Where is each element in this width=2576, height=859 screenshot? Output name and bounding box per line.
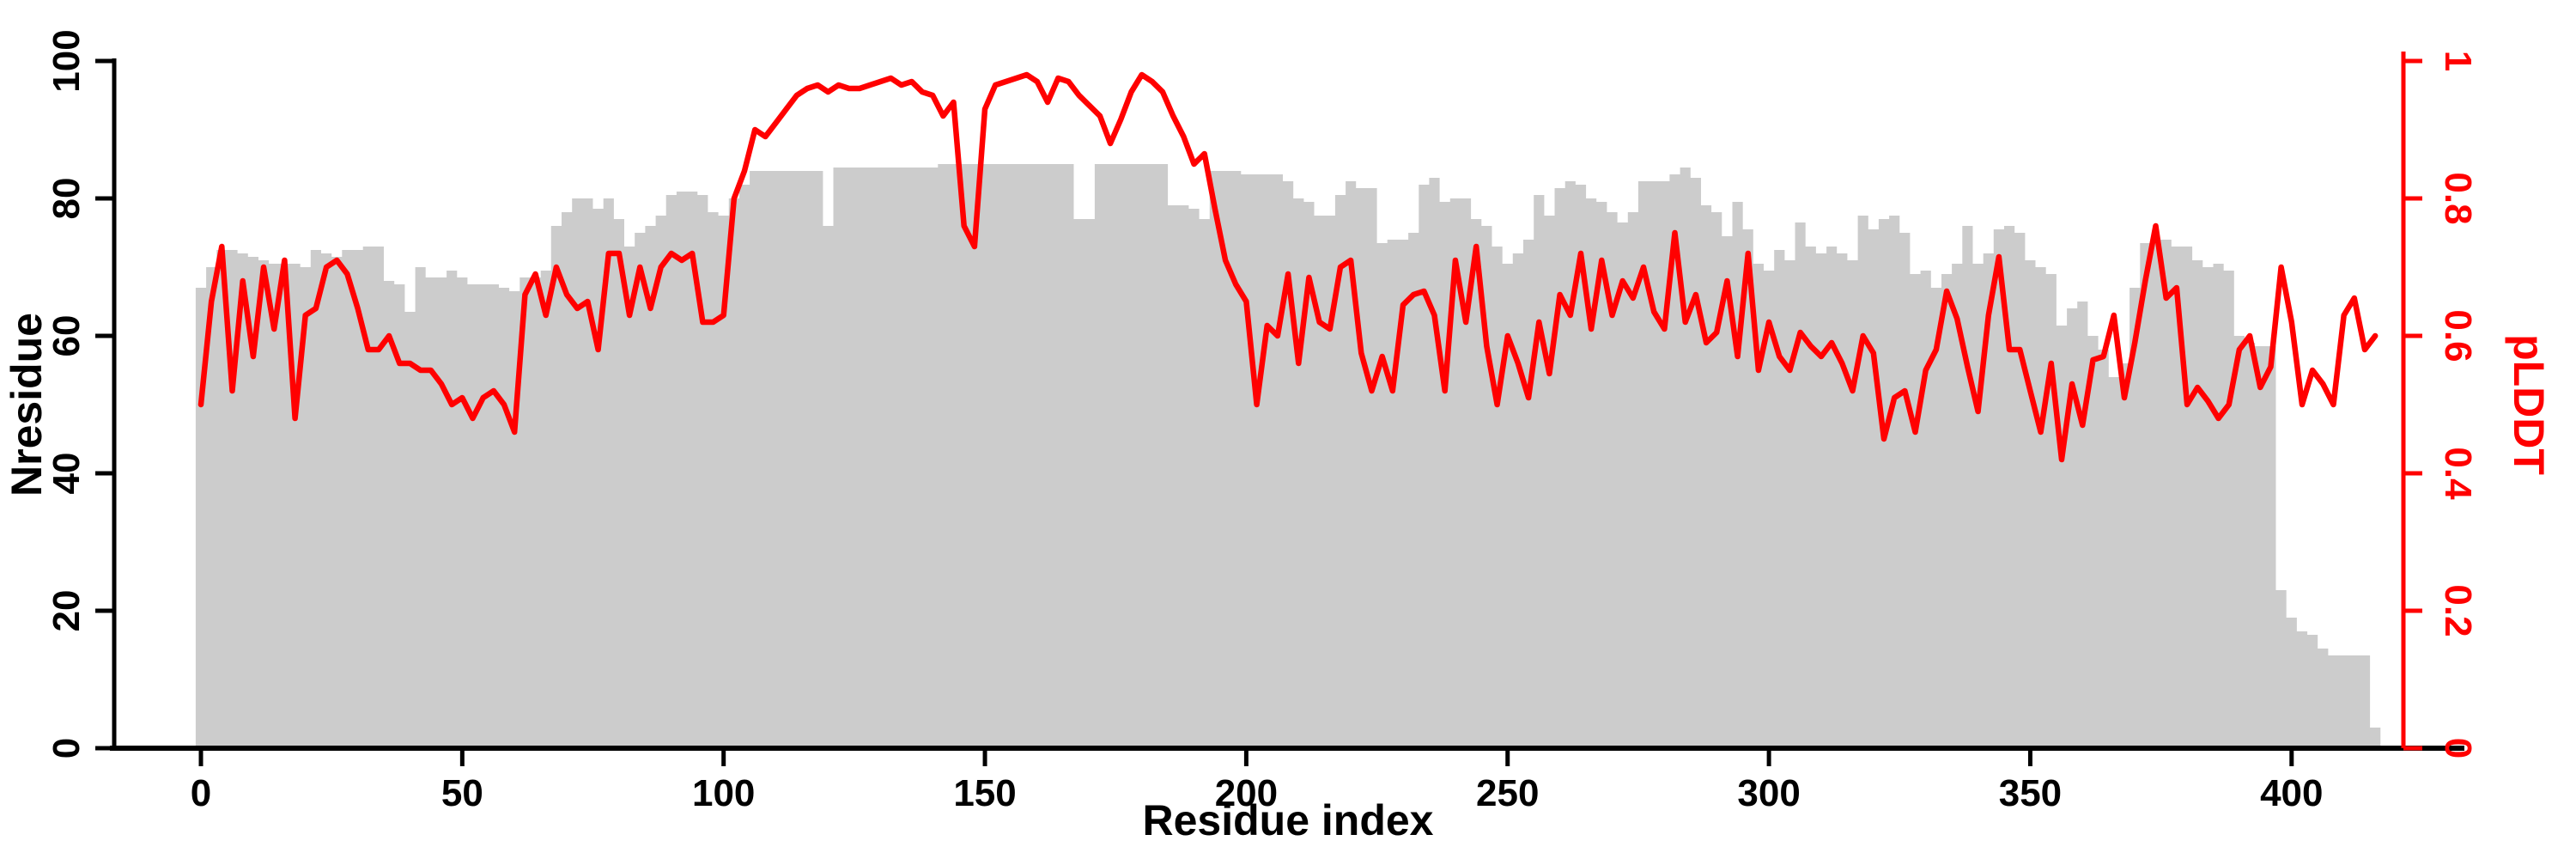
plddt-line — [197, 71, 2379, 463]
x-tick-label: 300 — [1737, 772, 1800, 814]
right-tick-label: 0.6 — [2437, 309, 2479, 362]
right-tick-label: 0.4 — [2437, 447, 2479, 500]
left-tick-label: 20 — [46, 590, 88, 632]
x-tick-label: 250 — [1476, 772, 1539, 814]
x-axis-title: Residue index — [1143, 796, 1434, 844]
left-tick-label: 0 — [46, 738, 88, 758]
left-tick-label: 100 — [46, 29, 88, 92]
x-tick-label: 400 — [2260, 772, 2323, 814]
axes — [110, 52, 2464, 751]
right-tick-label: 1 — [2437, 51, 2479, 71]
right-tick-label: 0 — [2437, 738, 2479, 758]
nresidue-bar-silhouette — [195, 164, 2381, 748]
x-tick-label: 200 — [1215, 772, 1278, 814]
right-axis-title: pLDDT — [2505, 334, 2553, 475]
right-axis-ticks: 0 0.2 0.4 0.6 0.8 1 — [2403, 51, 2479, 758]
nresidue-bars — [195, 164, 2381, 748]
x-tick-label: 0 — [191, 772, 211, 814]
left-tick-label: 80 — [46, 178, 88, 220]
left-tick-label: 40 — [46, 453, 88, 495]
left-axis-ticks: 0 20 40 60 80 100 — [46, 29, 114, 758]
x-tick-label: 150 — [953, 772, 1016, 814]
left-axis-title: Nresidue — [3, 313, 51, 497]
right-tick-label: 0.8 — [2437, 172, 2479, 224]
x-axis-ticks: 0 50 100 150 200 250 300 350 400 — [191, 748, 2324, 814]
x-tick-label: 350 — [1999, 772, 2062, 814]
x-tick-label: 50 — [441, 772, 483, 814]
left-tick-label: 60 — [46, 315, 88, 357]
x-tick-label: 100 — [692, 772, 755, 814]
right-tick-label: 0.2 — [2437, 584, 2479, 637]
